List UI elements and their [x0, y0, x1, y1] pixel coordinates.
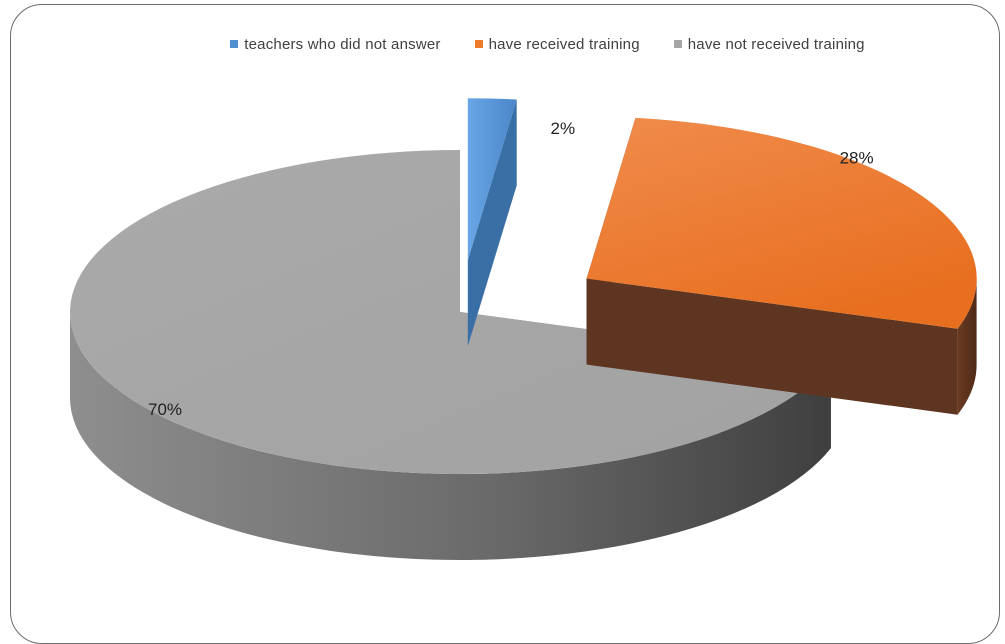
- legend-label: have not received training: [687, 35, 865, 53]
- legend-label: have received training: [488, 35, 640, 53]
- data-label: 28%: [840, 149, 874, 168]
- legend-swatch: [673, 40, 682, 48]
- legend: teachers who did not answer have received…: [0, 32, 1005, 56]
- data-label: 2%: [551, 119, 576, 138]
- legend-swatch: [230, 40, 239, 48]
- legend-item: teachers who did not answer: [230, 36, 440, 53]
- pie-slice-0: [467, 98, 517, 261]
- pie-slice-side: [957, 278, 977, 415]
- pie-slice-1: [586, 117, 977, 329]
- legend-item: have received training: [474, 35, 640, 53]
- data-label: 70%: [148, 400, 182, 419]
- legend-swatch: [474, 40, 483, 48]
- legend-label: teachers who did not answer: [244, 35, 441, 53]
- pie-slice-2: [70, 150, 831, 474]
- legend-item: have not received training: [673, 35, 865, 53]
- pie-slice-wall: [467, 99, 517, 347]
- pie-slice-side: [70, 312, 831, 561]
- pie-chart: 2% 28% 70%: [70, 98, 977, 561]
- pie-slice-wall: [586, 278, 958, 415]
